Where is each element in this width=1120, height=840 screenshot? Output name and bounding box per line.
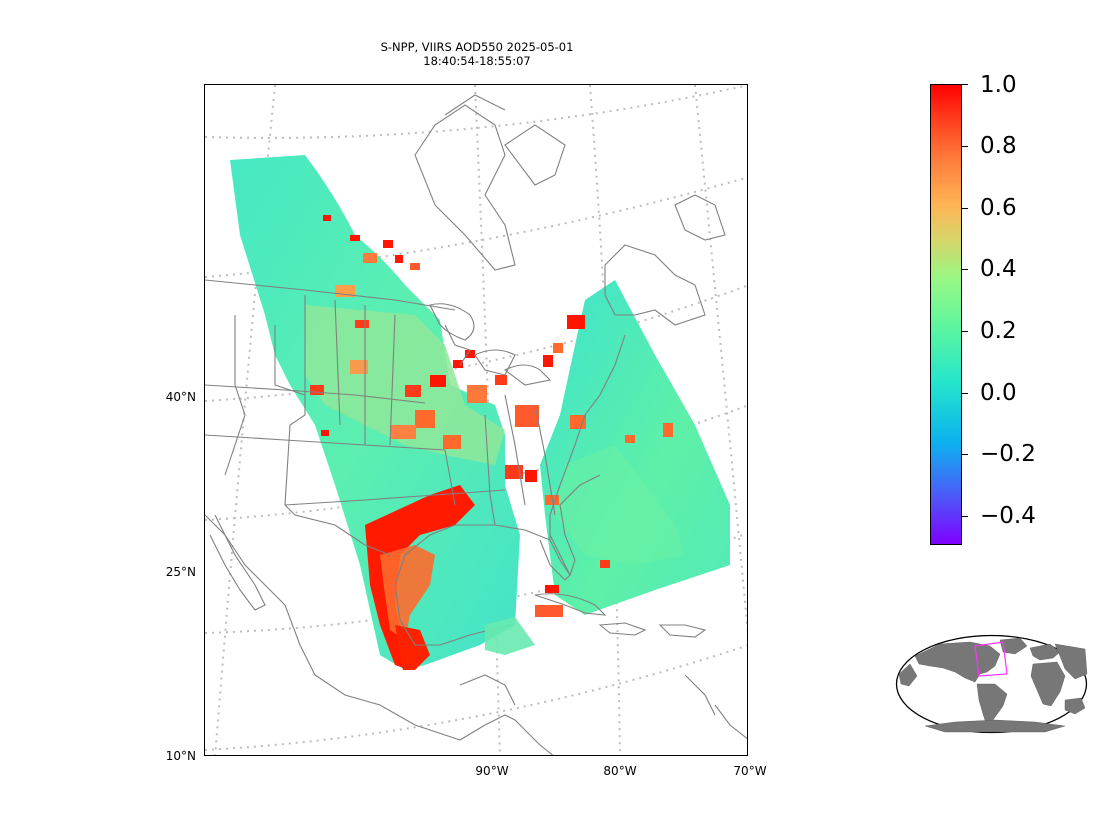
globe-locator-inset	[895, 634, 1088, 734]
colorbar-tick	[962, 269, 968, 271]
colorbar-label: 0.8	[980, 133, 1017, 159]
map-panel[interactable]	[204, 84, 748, 756]
lat-label-40: 40°N	[165, 390, 196, 404]
colorbar	[930, 84, 962, 545]
colorbar-label: 0.4	[980, 256, 1017, 282]
title-line-2: 18:40:54-18:55:07	[423, 54, 531, 68]
lat-label-10: 10°N	[165, 749, 196, 763]
lon-label-70w: 70°W	[733, 764, 767, 778]
colorbar-tick	[962, 146, 968, 148]
map-canvas	[205, 85, 747, 755]
colorbar-label: −0.4	[980, 503, 1036, 529]
colorbar-tick	[962, 331, 968, 333]
colorbar-tick	[962, 393, 968, 395]
aod-swath-caribbean	[485, 617, 535, 655]
colorbar-label: 0.2	[980, 318, 1017, 344]
colorbar-tick	[962, 516, 968, 518]
lon-label-80w: 80°W	[603, 764, 637, 778]
coastlines	[205, 94, 747, 755]
lon-label-90w: 90°W	[475, 764, 509, 778]
aod-swath-east	[540, 280, 730, 615]
colorbar-label: 0.6	[980, 195, 1017, 221]
map-title: S-NPP, VIIRS AOD550 2025-05-01 18:40:54-…	[206, 40, 748, 68]
title-line-1: S-NPP, VIIRS AOD550 2025-05-01	[380, 40, 574, 54]
colorbar-tick	[962, 208, 968, 210]
colorbar-label: 1.0	[980, 72, 1017, 98]
colorbar-label: −0.2	[980, 441, 1036, 467]
lat-label-25: 25°N	[165, 565, 196, 579]
inset-extent-box	[974, 641, 1008, 677]
colorbar-tick	[962, 84, 968, 86]
colorbar-label: 0.0	[980, 380, 1017, 406]
colorbar-tick	[962, 454, 968, 456]
